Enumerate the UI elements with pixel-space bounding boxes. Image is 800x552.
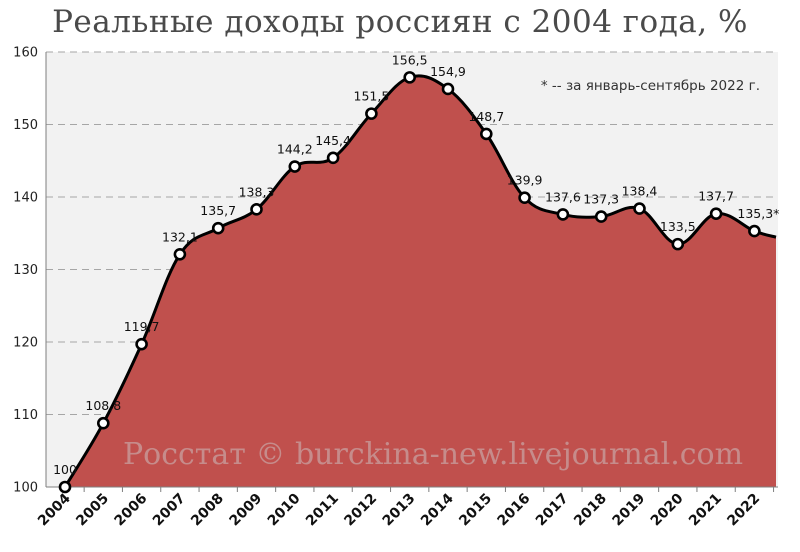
x-tick-label: 2018 — [571, 491, 610, 530]
x-tick-label: 2016 — [495, 491, 534, 530]
data-point-marker — [556, 208, 570, 221]
data-value-label: 137,6 — [545, 189, 581, 204]
x-tick-label: 2020 — [648, 490, 687, 529]
data-value-label: 108,8 — [85, 398, 121, 413]
data-value-label: 119,7 — [124, 319, 160, 334]
data-value-label: 154,9 — [430, 64, 466, 79]
x-tick-label: 2015 — [456, 491, 495, 530]
data-value-label: 100 — [53, 462, 77, 477]
data-point-marker — [288, 160, 302, 173]
data-point-marker — [135, 337, 148, 351]
data-point-marker — [633, 202, 646, 215]
x-tick-label: 2014 — [418, 490, 457, 529]
data-point-marker — [403, 71, 417, 84]
data-point-marker — [97, 416, 110, 430]
data-point-marker — [211, 221, 225, 235]
data-value-label: 151,5 — [354, 89, 390, 104]
data-value-label: 132,1 — [162, 229, 198, 244]
x-tick-label: 2009 — [226, 491, 265, 530]
x-tick-label: 2022 — [724, 491, 763, 530]
data-value-label: 148,7 — [468, 109, 504, 124]
x-tick-label: 2008 — [188, 491, 227, 530]
data-value-label: 156,5 — [392, 52, 428, 67]
data-value-label: 138,3 — [239, 184, 275, 199]
x-tick-label: 2019 — [609, 491, 648, 530]
data-value-label: 137,3 — [583, 192, 619, 207]
data-point-marker — [709, 207, 723, 220]
x-tick-label: 2021 — [686, 491, 725, 530]
income-area-fill — [65, 75, 776, 488]
x-tick-label: 2005 — [73, 491, 112, 530]
x-tick-label: 2017 — [533, 491, 572, 530]
chart-title: Реальные доходы россиян с 2004 года, % — [52, 4, 748, 40]
data-point-marker — [250, 203, 263, 216]
data-point-marker — [748, 224, 761, 238]
data-value-label: 138,4 — [622, 184, 658, 199]
data-value-label: 137,7 — [698, 189, 734, 204]
data-point-marker — [671, 237, 685, 251]
data-point-marker — [441, 82, 455, 96]
x-tick-label: 2006 — [112, 491, 151, 530]
data-value-label: 139,9 — [507, 173, 543, 188]
data-value-label: 135,7 — [200, 203, 236, 218]
data-point-marker — [173, 247, 187, 261]
data-point-marker — [518, 191, 531, 205]
y-tick-label: 120 — [13, 336, 38, 351]
y-tick-label: 130 — [13, 263, 38, 278]
y-tick-label: 140 — [13, 191, 38, 206]
data-value-label: 135,3* — [737, 206, 779, 221]
footnote-annotation: * -- за январь-сентябрь 2022 г. — [541, 78, 760, 94]
data-point-marker — [594, 210, 608, 223]
data-point-marker — [479, 127, 493, 141]
x-tick-label: 2007 — [150, 491, 189, 530]
x-tick-label: 2011 — [303, 491, 342, 530]
data-point-marker — [326, 151, 340, 165]
x-tick-label: 2010 — [265, 490, 304, 529]
income-series-line — [63, 74, 777, 488]
x-tick-label: 2013 — [380, 491, 419, 530]
data-value-label: 145,4 — [315, 133, 351, 148]
data-point-marker — [365, 107, 378, 120]
y-tick-label: 160 — [13, 46, 38, 61]
data-point-marker — [58, 480, 72, 494]
watermark-text: Росстат © burckina-new.livejournal.com — [123, 437, 743, 472]
y-tick-label: 110 — [13, 408, 38, 423]
data-value-label: 133,5 — [660, 219, 696, 234]
data-value-label: 144,2 — [277, 142, 313, 157]
data-markers — [58, 71, 761, 494]
x-tick-label: 2004 — [35, 490, 74, 529]
y-tick-label: 100 — [13, 481, 38, 496]
y-tick-label: 150 — [13, 118, 38, 133]
x-tick-label: 2012 — [341, 491, 380, 530]
